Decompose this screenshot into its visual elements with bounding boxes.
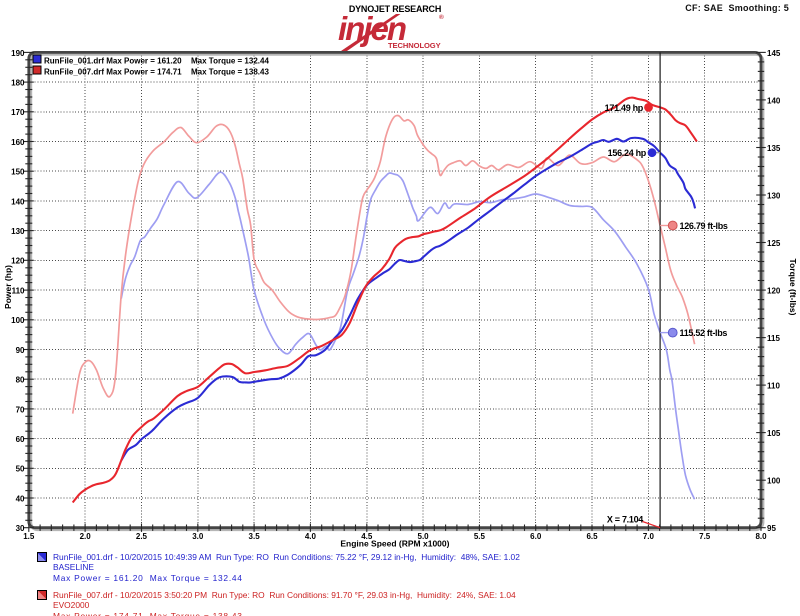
svg-text:110: 110 (12, 286, 25, 295)
svg-text:145: 145 (767, 49, 781, 58)
svg-text:7.5: 7.5 (699, 532, 711, 541)
svg-text:100: 100 (767, 477, 781, 486)
svg-text:4.5: 4.5 (361, 532, 373, 541)
svg-text:90: 90 (16, 346, 25, 355)
svg-text:1.5: 1.5 (23, 532, 35, 541)
svg-text:80: 80 (16, 376, 25, 385)
svg-text:130: 130 (767, 191, 781, 200)
svg-text:171.49 hp: 171.49 hp (605, 103, 644, 113)
svg-text:190: 190 (11, 49, 25, 58)
svg-text:6.5: 6.5 (586, 532, 598, 541)
svg-text:5.0: 5.0 (418, 532, 430, 541)
svg-text:100: 100 (11, 316, 25, 325)
svg-text:130: 130 (11, 227, 25, 236)
svg-text:50: 50 (16, 465, 25, 474)
svg-text:2.5: 2.5 (136, 532, 148, 541)
svg-text:60: 60 (16, 435, 25, 444)
svg-text:115: 115 (767, 334, 780, 343)
svg-text:X = 7.104: X = 7.104 (607, 515, 643, 525)
svg-text:120: 120 (767, 286, 781, 295)
svg-text:110: 110 (767, 382, 780, 391)
svg-text:6.0: 6.0 (530, 532, 542, 541)
svg-text:Engine Speed (RPM x1000): Engine Speed (RPM x1000) (340, 539, 449, 549)
svg-text:Max Torque = 132.44: Max Torque = 132.44 (191, 56, 269, 65)
svg-text:95: 95 (767, 524, 776, 533)
svg-text:105: 105 (767, 429, 781, 438)
svg-text:RunFile_007.drf Max Power = 17: RunFile_007.drf Max Power = 174.71 (44, 67, 182, 76)
svg-text:Power (hp): Power (hp) (3, 265, 13, 309)
svg-text:3.5: 3.5 (249, 532, 261, 541)
svg-text:Max Torque = 138.43: Max Torque = 138.43 (191, 67, 269, 76)
svg-text:2.0: 2.0 (80, 532, 92, 541)
svg-text:5.5: 5.5 (474, 532, 486, 541)
svg-text:30: 30 (16, 524, 25, 533)
svg-text:115.52 ft-lbs: 115.52 ft-lbs (680, 328, 728, 338)
svg-text:7.0: 7.0 (643, 532, 655, 541)
svg-text:70: 70 (16, 405, 25, 414)
svg-text:120: 120 (11, 257, 25, 266)
svg-text:180: 180 (11, 79, 25, 88)
svg-text:140: 140 (767, 96, 781, 105)
svg-text:156.24 hp: 156.24 hp (608, 148, 647, 158)
svg-text:8.0: 8.0 (755, 532, 767, 541)
svg-text:Torque (ft-lbs): Torque (ft-lbs) (788, 259, 798, 316)
svg-text:RunFile_001.drf Max Power = 16: RunFile_001.drf Max Power = 161.20 (44, 56, 182, 65)
svg-text:170: 170 (11, 108, 25, 117)
svg-text:TECHNOLOGY: TECHNOLOGY (388, 41, 441, 50)
svg-text:4.0: 4.0 (305, 532, 317, 541)
svg-text:®: ® (439, 13, 444, 21)
svg-text:3.0: 3.0 (192, 532, 204, 541)
svg-text:125: 125 (767, 239, 781, 248)
svg-text:140: 140 (11, 197, 25, 206)
svg-text:160: 160 (11, 138, 25, 147)
svg-text:150: 150 (11, 168, 25, 177)
svg-text:40: 40 (16, 494, 25, 503)
svg-text:126.79 ft-lbs: 126.79 ft-lbs (680, 221, 728, 231)
svg-text:135: 135 (767, 144, 781, 153)
